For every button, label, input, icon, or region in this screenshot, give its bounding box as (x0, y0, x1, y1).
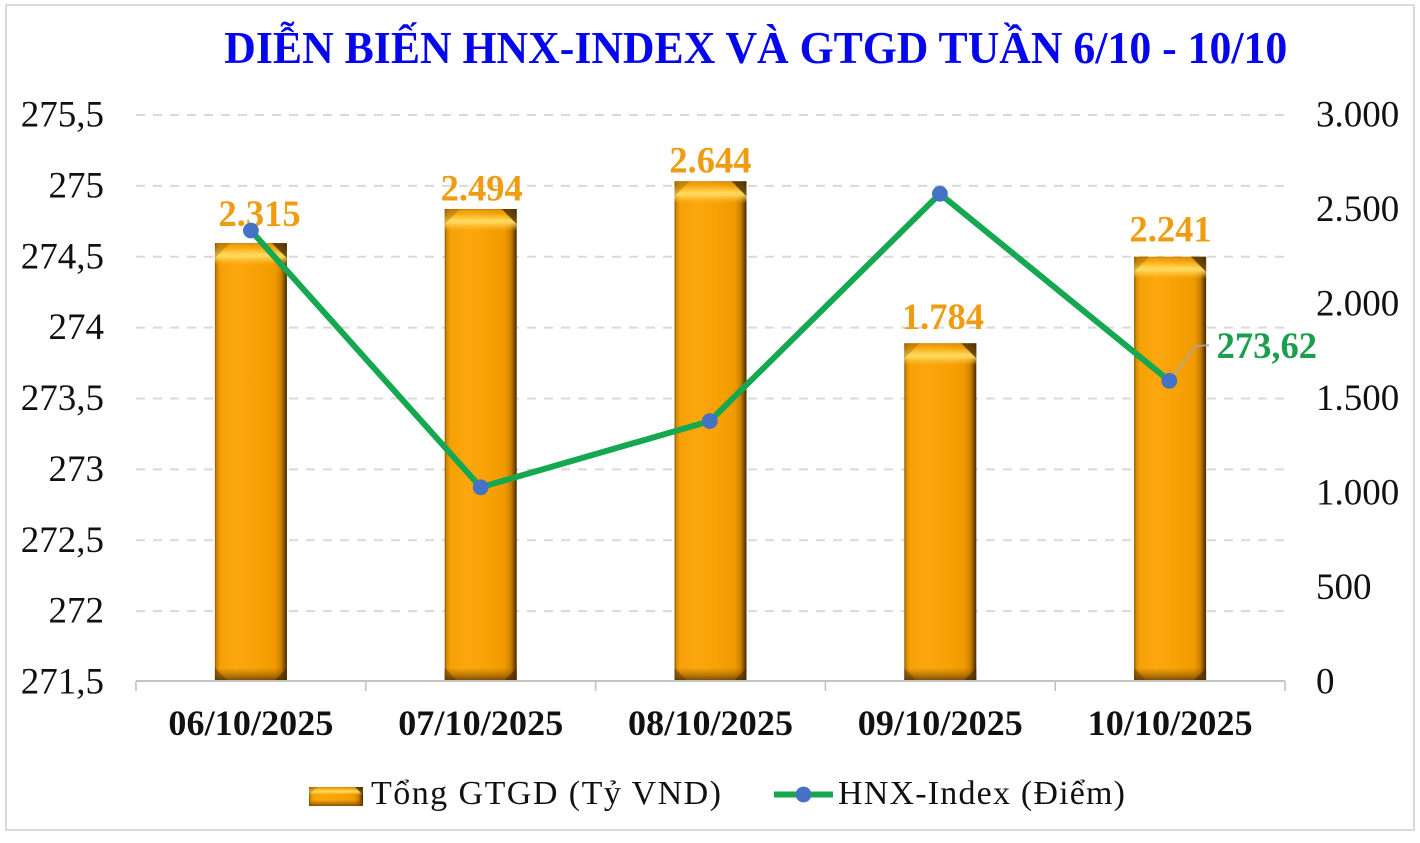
svg-text:273,62: 273,62 (1217, 325, 1317, 366)
svg-text:06/10/2025: 06/10/2025 (168, 703, 333, 743)
svg-text:Tổng GTGD (Tỷ VND): Tổng GTGD (Tỷ VND) (371, 775, 721, 812)
svg-text:500: 500 (1316, 567, 1372, 608)
svg-text:272,5: 272,5 (21, 520, 104, 561)
svg-text:274,5: 274,5 (21, 236, 104, 277)
svg-text:3.000: 3.000 (1316, 95, 1399, 136)
svg-text:273,5: 273,5 (21, 378, 104, 419)
svg-text:275,5: 275,5 (21, 95, 104, 136)
svg-text:2.241: 2.241 (1129, 208, 1211, 249)
svg-text:275: 275 (49, 165, 105, 206)
svg-text:1.000: 1.000 (1316, 473, 1399, 514)
svg-text:0: 0 (1316, 662, 1335, 703)
svg-text:10/10/2025: 10/10/2025 (1088, 703, 1253, 743)
svg-text:08/10/2025: 08/10/2025 (628, 703, 793, 743)
svg-text:1.784: 1.784 (902, 296, 984, 337)
svg-text:2.000: 2.000 (1316, 284, 1399, 325)
svg-text:DIỄN BIẾN HNX-INDEX VÀ GTGD TU: DIỄN BIẾN HNX-INDEX VÀ GTGD TUẦN 6/10 - … (224, 21, 1287, 73)
svg-text:2.644: 2.644 (669, 139, 751, 180)
svg-text:272: 272 (49, 591, 105, 632)
svg-text:1.500: 1.500 (1316, 378, 1399, 419)
svg-text:274: 274 (49, 307, 105, 348)
svg-text:HNX-Index (Điểm): HNX-Index (Điểm) (838, 775, 1125, 812)
svg-text:2.315: 2.315 (218, 193, 300, 234)
svg-text:07/10/2025: 07/10/2025 (398, 703, 563, 743)
svg-text:2.494: 2.494 (441, 168, 523, 209)
svg-text:09/10/2025: 09/10/2025 (858, 703, 1023, 743)
svg-text:273: 273 (49, 449, 105, 490)
svg-text:2.500: 2.500 (1316, 189, 1399, 230)
svg-text:271,5: 271,5 (21, 662, 104, 703)
